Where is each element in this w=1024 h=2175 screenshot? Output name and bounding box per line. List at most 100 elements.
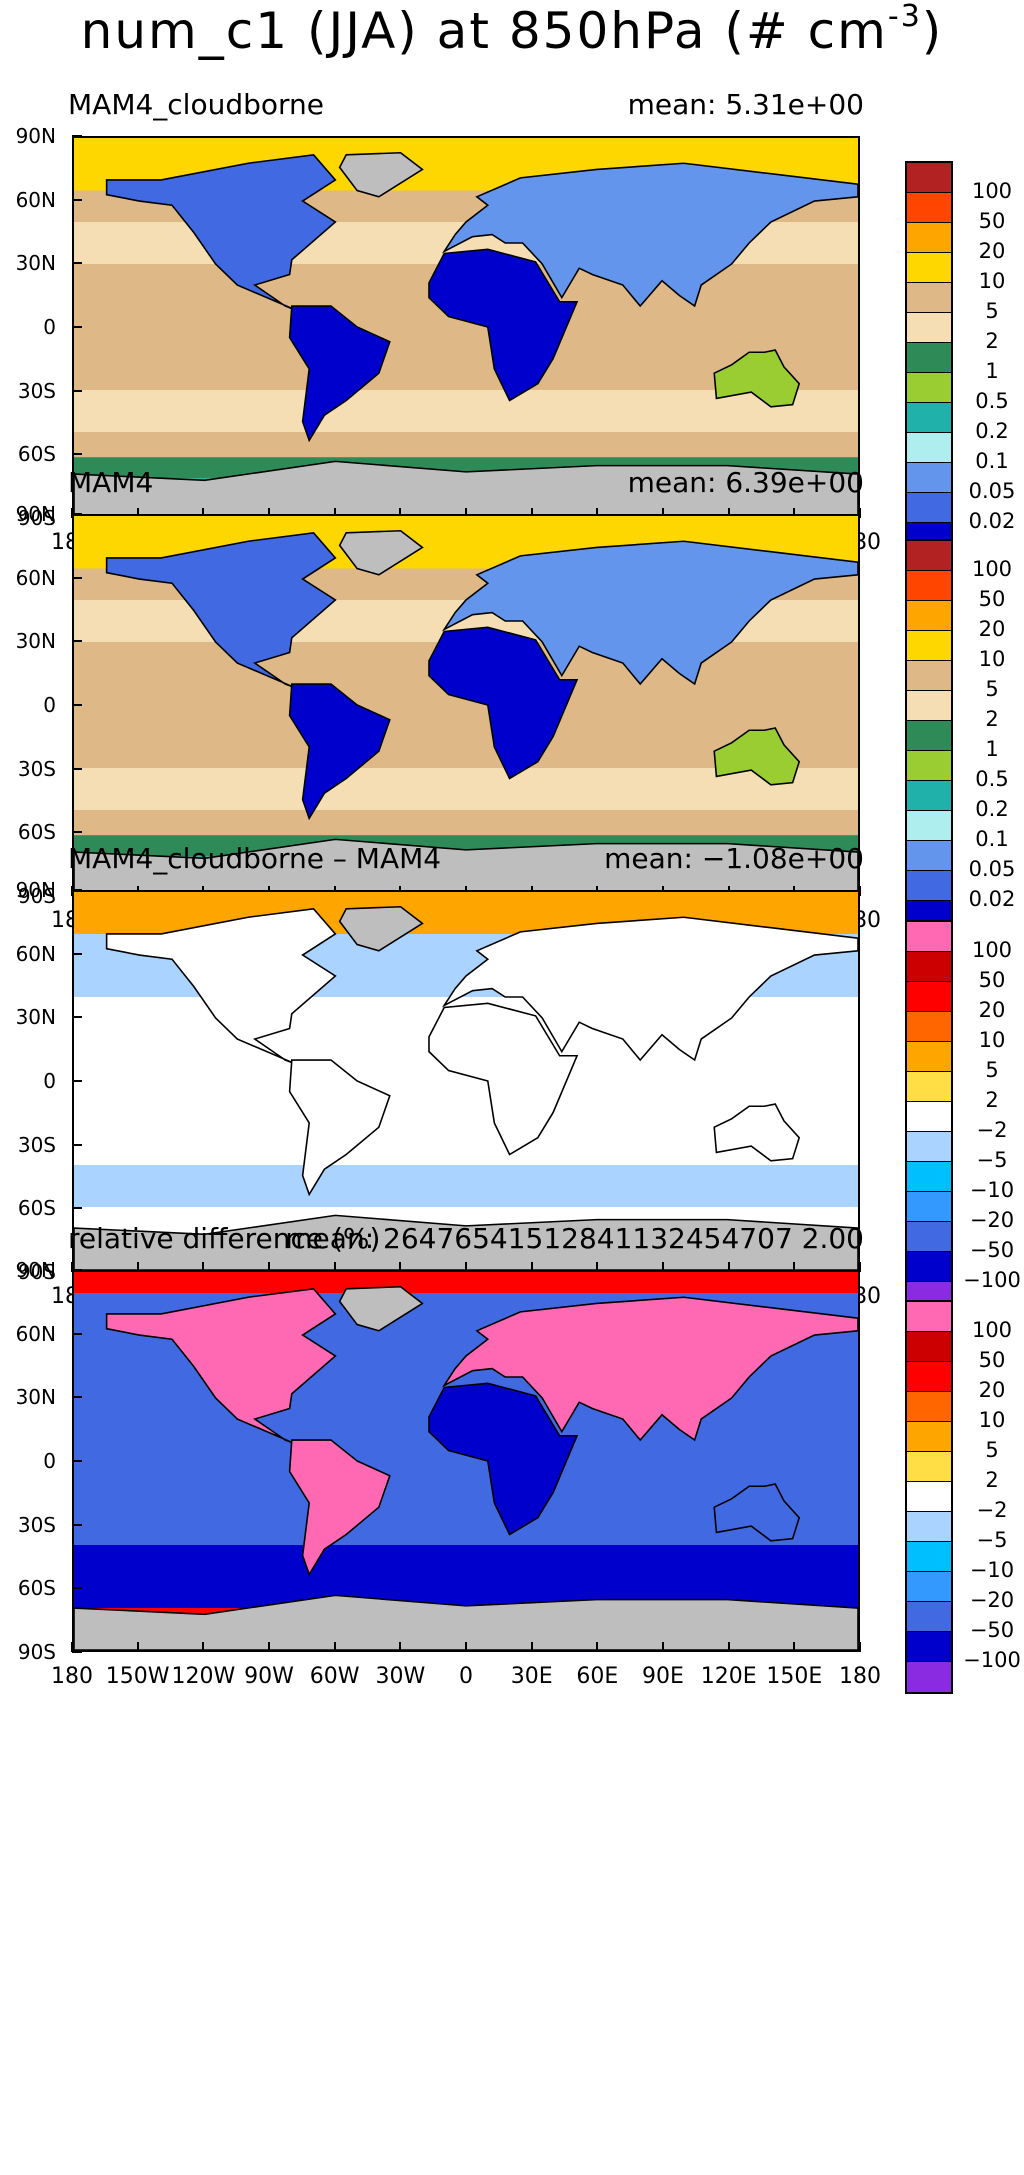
colorbar-swatch [907, 313, 951, 343]
colorbar-label: −20 [969, 1208, 1015, 1232]
lat-tick-label: 30S [17, 1132, 56, 1157]
colorbar-swatch [907, 343, 951, 373]
lat-tick-label: 60S [17, 1196, 56, 1221]
colorbar-label: 50 [978, 209, 1006, 233]
panel-mean: mean: 5.31e+00 [627, 88, 864, 121]
panel-title: MAM4_cloudborne – MAM4 [68, 842, 442, 875]
lon-tick-label: 60E [576, 1664, 619, 1689]
colorbar-label: 0.5 [975, 389, 1009, 413]
colorbar-swatch [907, 1482, 951, 1512]
continent-antarctica [74, 838, 858, 894]
lat-tick-label: 90S [17, 1260, 56, 1284]
colorbar-swatch [907, 1512, 951, 1542]
lat-tick-label: 30N [15, 629, 56, 654]
colorbar-label: 20 [978, 617, 1006, 641]
colorbar-swatch [907, 1222, 951, 1252]
lon-tick-label: 180 [51, 1664, 93, 1689]
colorbar-label: 10 [978, 647, 1006, 671]
colorbar-label: −5 [976, 1528, 1008, 1552]
continent-eurasia [441, 916, 858, 1062]
colorbar-label: 10 [978, 1408, 1006, 1432]
continent-southamerica [288, 305, 391, 443]
colorbar-swatch [907, 982, 951, 1012]
field-band [74, 390, 858, 432]
colorbar-label: −2 [976, 1498, 1008, 1522]
colorbar-label: −10 [969, 1178, 1015, 1202]
continent-africa [428, 1382, 579, 1536]
colorbar-swatch [907, 1662, 951, 1692]
continent-southamerica [288, 1439, 391, 1577]
colorbar-swatch [907, 403, 951, 433]
colorbar-label: 1 [985, 737, 999, 761]
continent-greenland [338, 151, 424, 198]
continent-greenland [338, 529, 424, 576]
colorbar-swatch [907, 601, 951, 631]
continent-antarctica [74, 1214, 858, 1270]
field-band [74, 1545, 858, 1608]
continent-northamerica [105, 153, 337, 311]
field-band [74, 432, 858, 458]
lon-tick-label: 90E [642, 1664, 684, 1689]
colorbar [905, 161, 953, 555]
colorbar-label: −2 [976, 1118, 1008, 1142]
colorbar-label: 0.02 [968, 509, 1016, 533]
colorbar-swatch [907, 691, 951, 721]
continent-antarctica [74, 460, 858, 516]
continent-africa [428, 626, 579, 780]
lat-tick-label: 60N [15, 1321, 56, 1346]
panel-title: relative difference (%) [68, 1222, 381, 1255]
colorbar-swatch [907, 952, 951, 982]
colorbar-label: 100 [971, 557, 1013, 581]
map-plot [72, 890, 860, 1272]
colorbar-label: 100 [971, 1318, 1013, 1342]
colorbar-label: −100 [963, 1648, 1021, 1672]
colorbar-label: 20 [978, 1378, 1006, 1402]
colorbar-label: 100 [971, 938, 1013, 962]
panel-mean: mean: 26476541512841132454707 2.00 [285, 1222, 864, 1255]
colorbar-swatch [907, 781, 951, 811]
colorbar-label: 2 [985, 707, 999, 731]
lat-tick-label: 60N [15, 565, 56, 590]
colorbar-swatch [907, 811, 951, 841]
colorbar-label: −50 [969, 1238, 1015, 1262]
colorbar-label: 2 [985, 1088, 999, 1112]
colorbar-label: 0.02 [968, 887, 1016, 911]
colorbar-label: 10 [978, 269, 1006, 293]
colorbar-swatch [907, 1632, 951, 1662]
colorbar-label: 0.5 [975, 767, 1009, 791]
colorbar-swatch [907, 1602, 951, 1632]
lat-tick-label: 90N [15, 502, 56, 526]
continent-greenland [338, 1285, 424, 1332]
colorbar-swatch [907, 1132, 951, 1162]
continent-greenland [338, 905, 424, 952]
colorbar-swatch [907, 631, 951, 661]
lat-tick-label: 0 [43, 1069, 56, 1093]
panel-title: MAM4 [68, 466, 154, 499]
lat-tick-label: 30S [17, 756, 56, 781]
lat-tick-label: 90S [17, 506, 56, 530]
colorbar-swatch [907, 571, 951, 601]
map-plot [72, 136, 860, 518]
colorbar-swatch [907, 541, 951, 571]
colorbar-swatch [907, 1042, 951, 1072]
colorbar-label: 0.1 [975, 449, 1009, 473]
continent-southamerica [288, 1059, 391, 1197]
continent-eurasia [441, 540, 858, 686]
colorbar-label: −50 [969, 1618, 1015, 1642]
colorbar-label: 5 [985, 299, 999, 323]
colorbar-label: 0.05 [968, 857, 1016, 881]
figure-title: num_c1 (JJA) at 850hPa (# cm-3) [80, 0, 944, 60]
lon-tick-label: 0 [459, 1664, 473, 1689]
colorbar-swatch [907, 1102, 951, 1132]
colorbar-swatch [907, 463, 951, 493]
lat-tick-label: 30S [17, 1512, 56, 1537]
continent-australia [713, 1483, 801, 1542]
colorbar-swatch [907, 1572, 951, 1602]
continent-eurasia [441, 162, 858, 308]
colorbar-label: 5 [985, 1058, 999, 1082]
colorbar-label: 2 [985, 329, 999, 353]
colorbar-swatch [907, 841, 951, 871]
lat-tick-label: 30S [17, 378, 56, 403]
lat-tick-label: 90N [15, 878, 56, 902]
panel-title: MAM4_cloudborne [68, 88, 325, 121]
